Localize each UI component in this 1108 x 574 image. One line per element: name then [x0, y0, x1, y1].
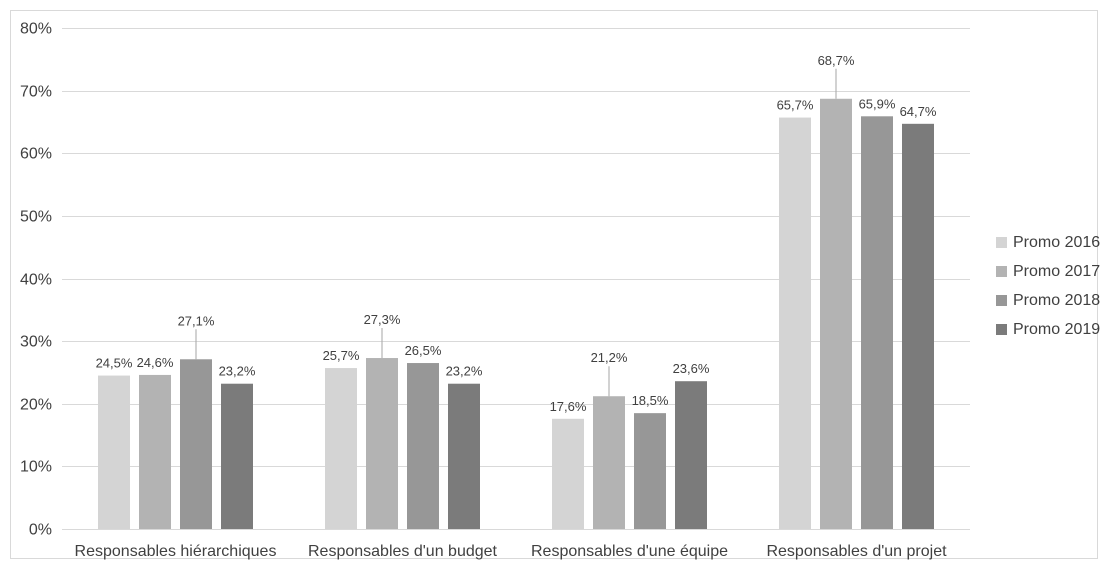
legend: Promo 2016 Promo 2017 Promo 2018 Promo 2019 [996, 234, 1100, 338]
data-label: 24,6% [137, 355, 174, 370]
x-tick-label: Responsables d'un projet [766, 543, 947, 560]
bar [180, 359, 212, 529]
data-label: 23,2% [219, 364, 256, 379]
y-axis-ticks: 0% 10% 20% 30% 40% 50% 60% 70% 80% [20, 21, 52, 539]
y-tick-label: 20% [20, 397, 52, 414]
bar [98, 375, 130, 529]
legend-label: Promo 2017 [1013, 263, 1100, 280]
bar [820, 98, 852, 530]
data-label: 68,7% [818, 53, 855, 68]
legend-swatch [996, 295, 1007, 306]
data-label: 18,5% [632, 393, 669, 408]
bar [139, 374, 171, 529]
data-label: 21,2% [591, 350, 628, 365]
data-label: 17,6% [550, 399, 587, 414]
y-tick-label: 60% [20, 146, 52, 163]
data-label: 26,5% [405, 343, 442, 358]
y-tick-label: 70% [20, 84, 52, 101]
x-axis-ticks: Responsables hiérarchiques Responsables d… [75, 543, 948, 560]
bar [221, 383, 253, 529]
data-label: 65,7% [777, 98, 814, 113]
bar [675, 381, 707, 529]
x-tick-label: Responsables d'un budget [308, 543, 498, 560]
data-labels: 24,5% 24,6% 27,1% 23,2% 25,7% 27,3% 26,5% 23,2%… [96, 53, 937, 414]
bar [325, 368, 357, 529]
bar [902, 123, 934, 529]
legend-swatch [996, 237, 1007, 248]
y-tick-label: 80% [20, 21, 52, 38]
data-label: 23,2% [446, 364, 483, 379]
bars [98, 98, 934, 530]
bar [552, 418, 584, 529]
bar [366, 358, 398, 529]
legend-swatch [996, 266, 1007, 277]
data-label: 65,9% [859, 96, 896, 111]
data-label: 27,3% [364, 312, 401, 327]
bar [861, 116, 893, 530]
chart-frame [10, 10, 1098, 559]
x-tick-label: Responsables hiérarchiques [75, 543, 277, 560]
y-tick-label: 0% [29, 522, 52, 539]
legend-label: Promo 2016 [1013, 234, 1100, 251]
bar [448, 383, 480, 529]
data-label: 25,7% [323, 348, 360, 363]
legend-label: Promo 2019 [1013, 321, 1100, 338]
y-tick-label: 40% [20, 272, 52, 289]
data-label: 23,6% [673, 361, 710, 376]
x-tick-label: Responsables d'une équipe [531, 543, 728, 560]
y-tick-label: 50% [20, 209, 52, 226]
bar [779, 117, 811, 530]
bar [593, 396, 625, 529]
legend-label: Promo 2018 [1013, 292, 1100, 309]
y-tick-label: 10% [20, 459, 52, 476]
bar [634, 413, 666, 529]
gridlines [62, 28, 970, 530]
data-label: 27,1% [178, 313, 215, 328]
y-tick-label: 30% [20, 334, 52, 351]
data-label: 64,7% [900, 104, 937, 119]
data-label: 24,5% [96, 356, 133, 371]
legend-swatch [996, 324, 1007, 335]
bar [407, 363, 439, 529]
